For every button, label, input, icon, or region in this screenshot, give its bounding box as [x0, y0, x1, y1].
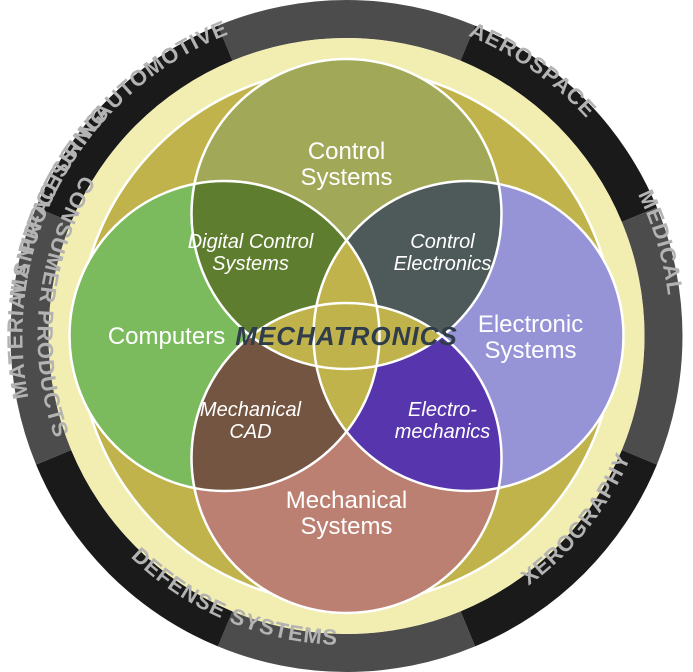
mechatronics-venn-diagram: ControlSystems ElectronicSystems Mechanica… [0, 0, 693, 672]
label-electronic-systems: ElectronicSystems [478, 311, 583, 364]
label-control-systems: ControlSystems [300, 138, 392, 191]
label-center-mechatronics: MECHATRONICS [235, 321, 457, 351]
label-electro-mechanics: Electro-mechanics [395, 399, 491, 443]
label-mechanical-systems: MechanicalSystems [286, 487, 407, 540]
label-computers: Computers [108, 323, 225, 350]
